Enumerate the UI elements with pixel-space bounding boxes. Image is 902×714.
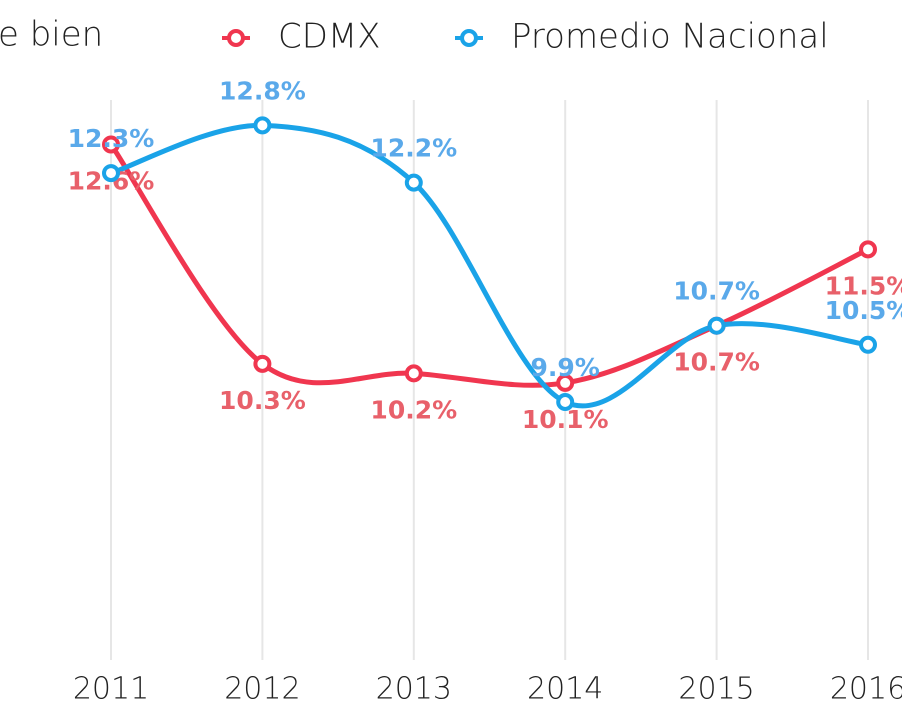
data-label: 11.5% — [825, 271, 902, 300]
point-marker — [404, 364, 423, 383]
data-label: 12.3% — [68, 124, 155, 153]
point-marker — [253, 354, 272, 373]
data-label: 10.7% — [673, 348, 760, 377]
legend-marker — [460, 29, 478, 47]
x-tick-label: 2013 — [376, 672, 452, 707]
x-tick-label: 2015 — [678, 672, 754, 707]
point-marker — [859, 240, 877, 259]
data-label: 10.2% — [370, 395, 457, 424]
legend-label: CDMX — [278, 17, 381, 57]
data-label: 12.2% — [370, 134, 457, 163]
x-tick-label: 2014 — [527, 672, 603, 707]
point-marker — [859, 335, 877, 354]
series-line — [108, 143, 870, 388]
point-marker — [102, 135, 120, 154]
data-label: 10.7% — [673, 277, 760, 306]
point-marker — [556, 373, 575, 392]
x-tick-label: 2016 — [830, 672, 902, 707]
data-label: 12.8% — [219, 76, 306, 105]
point-marker — [102, 164, 120, 183]
point-marker — [556, 393, 575, 411]
point-marker — [707, 316, 726, 335]
data-label: 9.9% — [531, 353, 600, 382]
chart-title: e bien — [0, 15, 103, 55]
point-marker — [253, 116, 272, 135]
x-tick-label: 2011 — [73, 672, 149, 707]
point-marker — [404, 173, 423, 192]
x-tick-label: 2012 — [224, 672, 300, 707]
data-label: 10.3% — [219, 386, 306, 415]
legend-marker — [227, 29, 245, 47]
data-label: 10.5% — [825, 296, 902, 325]
legend-label: Promedio Nacional — [511, 17, 829, 57]
